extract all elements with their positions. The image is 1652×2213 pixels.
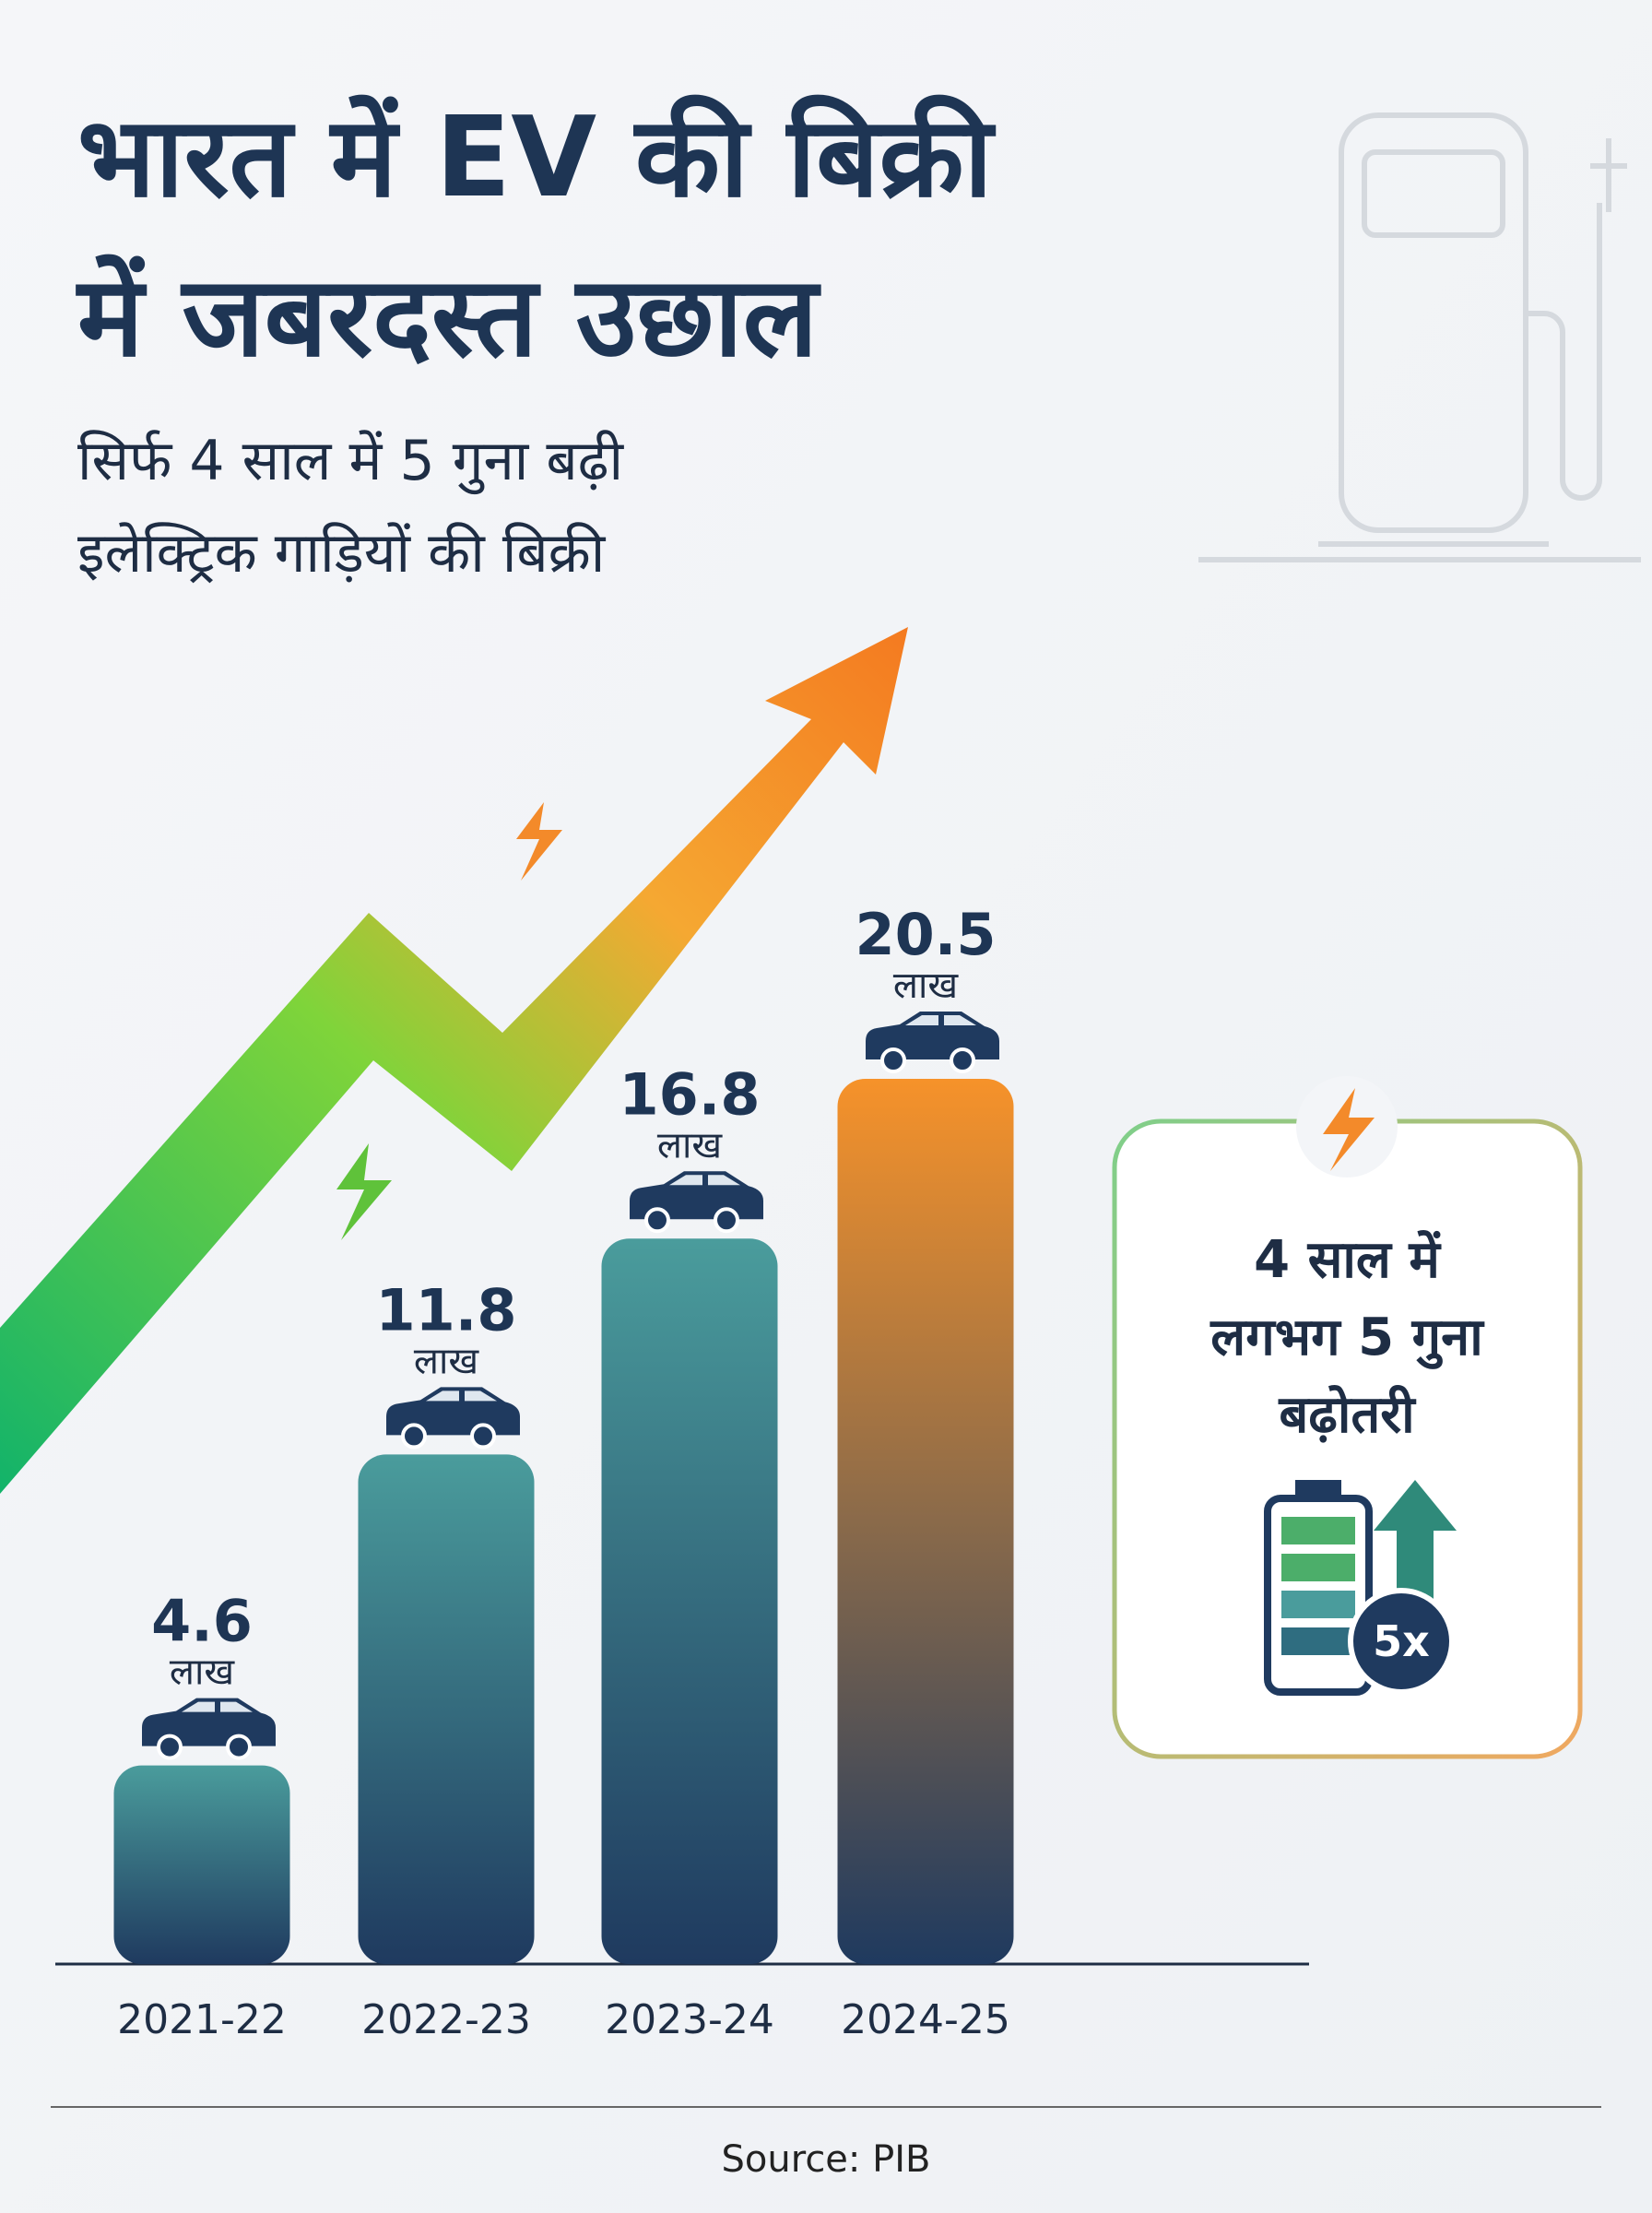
car-icon (386, 1387, 520, 1450)
car-window (182, 1701, 253, 1712)
charger-icon (1198, 112, 1641, 562)
x-tick-label: 2021-22 (117, 1996, 287, 2043)
value-label: 16.8 (620, 1060, 761, 1128)
car-wheel (714, 1207, 739, 1234)
car-wheel (470, 1423, 496, 1450)
unit-label: लाख (170, 1651, 235, 1694)
car-wheel (880, 1047, 906, 1073)
x-tick-label: 2023-24 (605, 1996, 774, 2043)
car-wheel (950, 1047, 975, 1073)
unit-label: लाख (657, 1124, 723, 1166)
value-label: 11.8 (376, 1276, 517, 1343)
x-tick-label: 2024-25 (841, 1996, 1010, 2043)
growth-arrow (0, 627, 908, 1494)
car-wheel (401, 1423, 427, 1450)
car-window (426, 1391, 497, 1402)
subtitle: सिर्फ 4 साल में 5 गुना बढ़ी (77, 429, 624, 495)
title: में जबरदस्त उछाल (76, 254, 821, 382)
bar (837, 1079, 1014, 1964)
unit-label: लाख (893, 964, 959, 1007)
car-wheel (644, 1207, 670, 1234)
value-label: 4.6 (151, 1588, 253, 1655)
bolt-icon (336, 1143, 392, 1240)
car-wheel (226, 1734, 252, 1760)
car-wheel (157, 1734, 183, 1760)
callout-text: बढ़ोतरी (1278, 1384, 1417, 1445)
title: भारत में EV की बिक्री (77, 94, 997, 222)
value-label: 20.5 (856, 901, 997, 968)
battery-icon (1264, 1480, 1457, 1696)
bar (358, 1454, 535, 1964)
subtitle: इलेक्ट्रिक गाड़ियों की बिक्री (77, 521, 607, 586)
car-window (905, 1015, 976, 1025)
callout-text: 4 साल में (1254, 1229, 1442, 1290)
source: Source: PIB (722, 2138, 931, 2181)
car-icon (630, 1171, 763, 1234)
unit-label: लाख (414, 1340, 479, 1382)
bar (601, 1238, 778, 1964)
bolt-icon (516, 802, 562, 881)
x-tick-label: 2022-23 (361, 1996, 531, 2043)
car-window (669, 1175, 740, 1186)
bolt-icon (1323, 1088, 1375, 1171)
badge-text: 5x (1373, 1616, 1430, 1666)
car-icon (866, 1012, 999, 1073)
car-icon (142, 1698, 276, 1760)
bar (113, 1765, 290, 1964)
callout-text: लगभग 5 गुना (1210, 1308, 1485, 1369)
